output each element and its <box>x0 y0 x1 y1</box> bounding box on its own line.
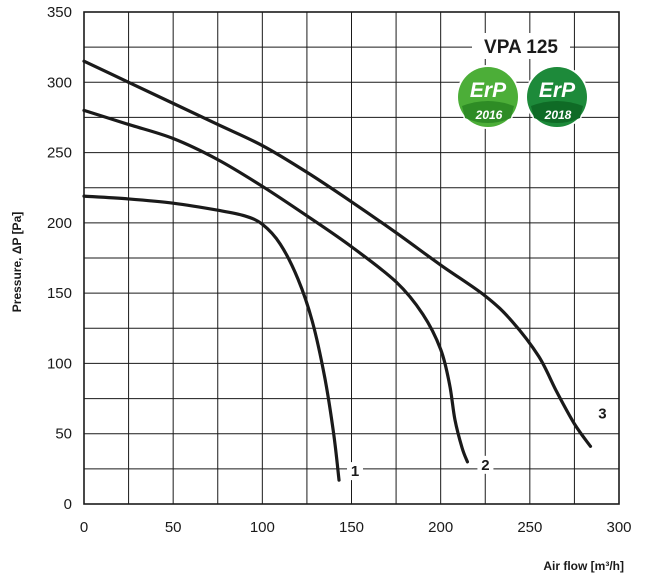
erp-2018-year: 2018 <box>544 108 572 122</box>
y-tick-label: 250 <box>47 145 72 162</box>
x-tick-label: 200 <box>428 519 453 536</box>
erp-2018-badge: ErP 2018 <box>525 65 589 129</box>
x-tick-label: 250 <box>517 519 542 536</box>
y-tick-label: 200 <box>47 215 72 232</box>
y-tick-label: 150 <box>47 285 72 302</box>
curve-label-backdrop <box>347 462 364 481</box>
x-tick-label: 50 <box>165 519 182 536</box>
y-tick-label: 300 <box>47 74 72 91</box>
curve-label-backdrop <box>594 404 611 423</box>
chart-title: VPA 125 <box>484 37 558 58</box>
x-tick-label: 0 <box>80 519 88 536</box>
curve-2 <box>82 108 470 464</box>
curve-1 <box>82 194 341 482</box>
title-backdrop <box>472 33 570 59</box>
curve-label-2: 2 <box>481 457 489 474</box>
x-tick-label: 300 <box>606 519 631 536</box>
y-tick-label: 0 <box>64 496 72 513</box>
curve-label-1: 1 <box>351 463 359 480</box>
curve-3 <box>82 59 593 448</box>
erp-2018-text: ErP <box>539 79 576 102</box>
curve-label-backdrop <box>477 455 494 474</box>
curves: 1 2 3 <box>82 59 611 482</box>
x-tick-label: 100 <box>250 519 275 536</box>
y-tick-label: 100 <box>47 355 72 372</box>
y-tick-label: 350 <box>47 4 72 21</box>
y-tick-label: 50 <box>55 426 72 443</box>
x-axis-title: Air flow [m³/h] <box>543 559 624 573</box>
x-tick-label: 150 <box>339 519 364 536</box>
erp-2016-badge: ErP 2016 <box>456 65 520 129</box>
grid <box>83 11 620 505</box>
tick-labels: 0 50 100 150 200 250 300 0 50 100 150 200 250 300 350 <box>47 4 632 536</box>
erp-2016-text: ErP <box>470 79 507 102</box>
curve-label-3: 3 <box>598 405 606 422</box>
y-axis-title: Pressure, ΔP [Pa] <box>10 212 24 312</box>
erp-2016-year: 2016 <box>475 108 503 122</box>
